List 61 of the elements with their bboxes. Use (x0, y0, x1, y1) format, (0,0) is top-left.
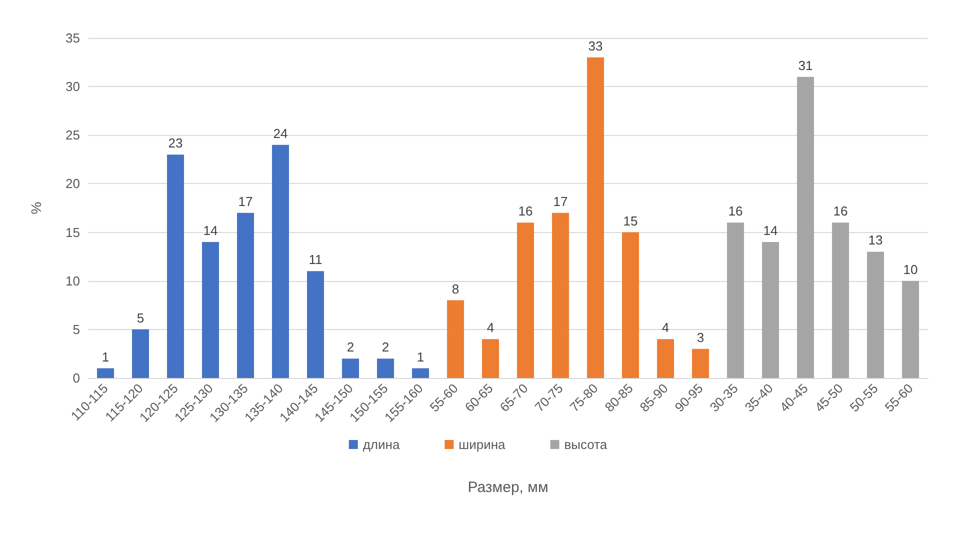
bar (902, 280, 919, 378)
y-tick-label: 5 (72, 322, 80, 337)
bar (692, 348, 709, 378)
bar (167, 154, 184, 378)
data-label: 1 (102, 349, 110, 364)
y-tick-label: 0 (72, 370, 80, 386)
bar (552, 212, 569, 378)
data-label: 17 (553, 194, 568, 209)
x-axis-title: Размер, мм (468, 479, 548, 496)
data-label: 17 (238, 194, 253, 209)
data-label: 14 (763, 223, 778, 238)
bar (867, 252, 884, 378)
data-label: 4 (486, 320, 494, 336)
bar (657, 339, 674, 378)
bar (482, 339, 499, 378)
bar (307, 271, 324, 378)
data-label: 24 (273, 126, 288, 141)
bar (202, 242, 219, 378)
y-tick-label: 10 (66, 273, 80, 288)
bar (517, 222, 534, 378)
bar (447, 300, 464, 378)
data-label: 10 (903, 262, 918, 277)
bar (97, 368, 114, 378)
bar (132, 329, 149, 378)
y-tick-label: 30 (66, 79, 80, 94)
y-tick-label: 15 (66, 224, 80, 240)
bar (797, 76, 814, 378)
bar (412, 368, 429, 378)
data-label: 3 (696, 330, 704, 345)
data-label: 8 (452, 281, 460, 296)
legend-label: длина (362, 437, 400, 452)
legend-label: ширина (458, 437, 506, 452)
data-label: 33 (588, 38, 603, 54)
bar (622, 232, 639, 378)
bar (377, 358, 394, 378)
data-label: 2 (346, 340, 354, 355)
y-tick-label: 20 (66, 176, 80, 192)
bar (272, 144, 289, 378)
data-label: 16 (833, 204, 848, 219)
legend-label: высота (564, 437, 608, 452)
data-label: 5 (136, 310, 144, 326)
data-label: 2 (382, 340, 390, 355)
data-label: 4 (662, 320, 670, 336)
data-label: 14 (203, 223, 218, 238)
data-label: 23 (168, 136, 183, 151)
data-label: 15 (623, 213, 638, 228)
y-tick-label: 25 (66, 128, 80, 143)
data-label: 11 (308, 252, 322, 268)
data-label: 31 (798, 58, 813, 73)
bar (832, 222, 849, 378)
data-label: 16 (728, 204, 743, 219)
bar (727, 222, 744, 378)
y-axis-title: % (28, 202, 44, 214)
bar (762, 242, 779, 378)
data-label: 16 (518, 204, 533, 219)
bar (237, 212, 254, 378)
y-tick-label: 35 (66, 30, 80, 46)
data-label: 13 (868, 232, 883, 248)
data-label: 1 (416, 349, 424, 364)
bar (587, 57, 604, 378)
bar (342, 358, 359, 378)
